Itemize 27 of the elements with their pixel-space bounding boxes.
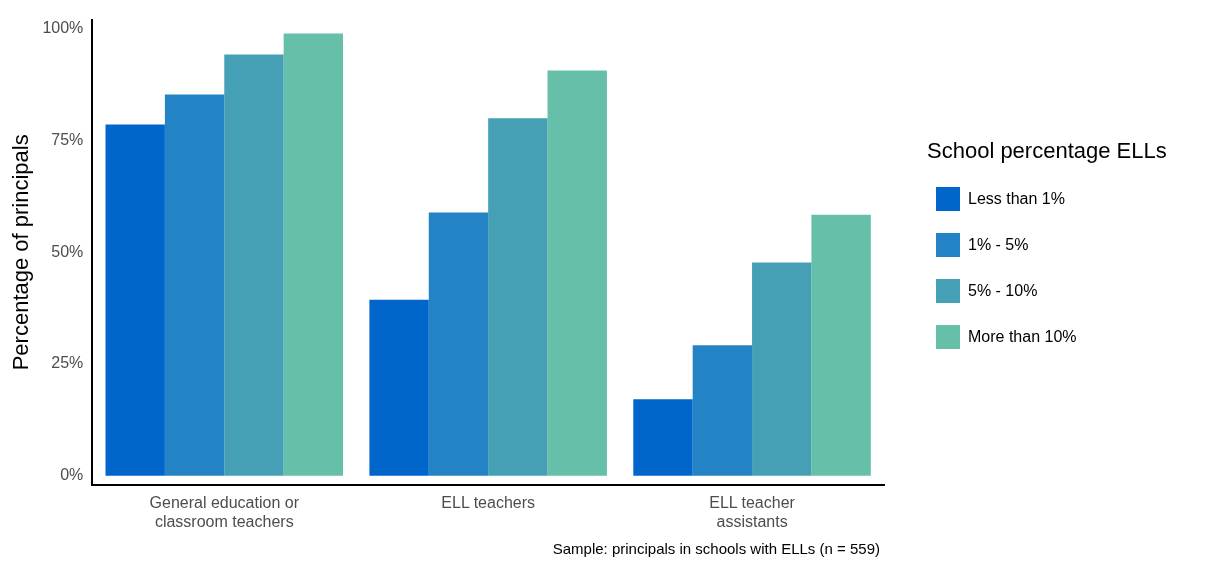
bar — [811, 214, 871, 476]
bar — [488, 118, 548, 476]
bar — [428, 212, 489, 476]
y-tick-label: 25% — [51, 354, 84, 372]
bar — [547, 70, 607, 476]
legend-label: More than 10% — [968, 328, 1077, 346]
x-tick-label: ELL teachers — [441, 493, 535, 511]
bar — [224, 54, 284, 476]
legend-label: Less than 1% — [968, 190, 1065, 208]
bar — [164, 94, 225, 476]
bar — [752, 262, 812, 476]
text: Sample: principals in schools with ELLs (n = 559) — [551, 540, 880, 557]
y-axis-title: Percentage of principals — [8, 134, 34, 371]
y-tick-label: 50% — [51, 242, 84, 260]
bar — [283, 33, 344, 476]
legend-label: 5% - 10% — [968, 282, 1038, 300]
legend-title: School percentage ELLs — [927, 138, 1167, 164]
x-tick-label: ELL teacher assistants — [709, 493, 796, 530]
x-tick-label: General education or classroom teachers — [149, 493, 300, 530]
legend-label: 1% - 5% — [968, 236, 1029, 254]
bar — [633, 399, 693, 476]
bar — [105, 124, 165, 476]
bar — [692, 345, 753, 476]
y-tick-label: 75% — [51, 131, 84, 149]
y-tick-label: 100% — [42, 19, 84, 37]
y-tick-label: 0% — [60, 466, 84, 484]
bar — [369, 299, 429, 476]
